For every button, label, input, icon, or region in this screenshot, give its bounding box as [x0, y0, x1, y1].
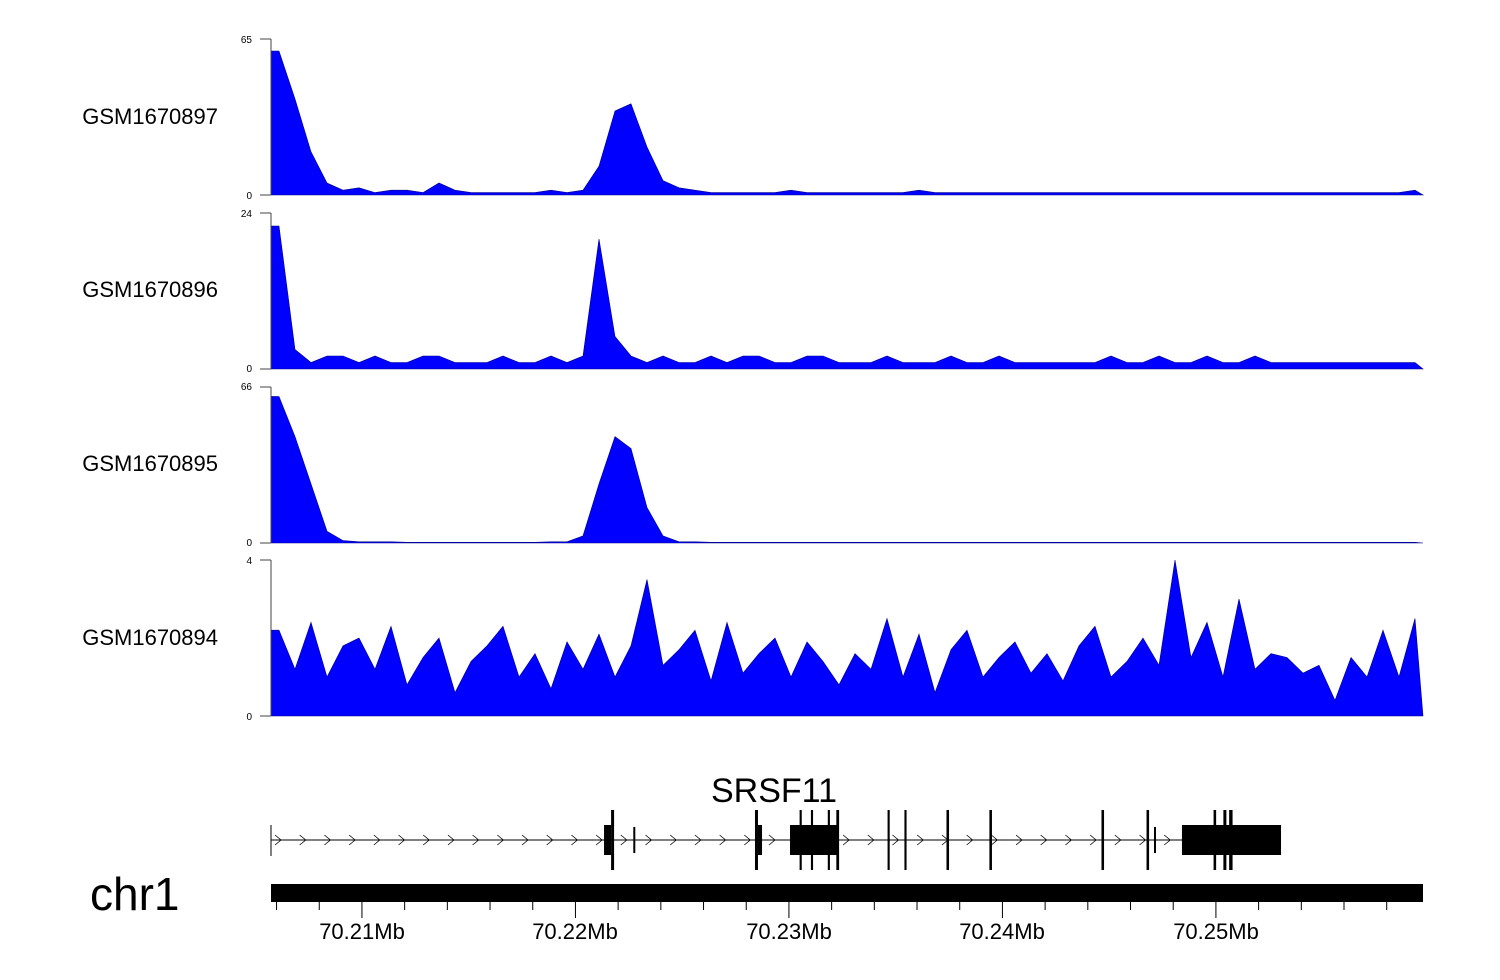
- ymin-label-1: 0: [246, 191, 252, 202]
- exon: [757, 825, 763, 855]
- strand-arrow-icon: [348, 834, 356, 846]
- track-label-4: GSM1670894: [82, 625, 218, 650]
- strand-arrow-icon: [571, 834, 579, 846]
- strand-arrow-icon: [620, 834, 628, 846]
- strand-arrow-icon: [521, 834, 529, 846]
- ymax-label-2: 24: [241, 209, 253, 220]
- signal-area-GSM1670894: [270, 559, 1424, 717]
- strand-arrow-icon: [546, 834, 554, 846]
- exon: [1101, 810, 1105, 870]
- exon: [1229, 810, 1233, 870]
- strand-arrow-icon: [1040, 834, 1048, 846]
- strand-arrow-icon: [842, 834, 850, 846]
- exon: [827, 810, 830, 870]
- exon: [1146, 810, 1150, 870]
- strand-arrow-icon: [645, 834, 653, 846]
- exon: [946, 810, 950, 870]
- ymin-label-2: 0: [246, 364, 252, 375]
- track-label-2: GSM1670896: [82, 277, 218, 302]
- strand-arrow-icon: [669, 834, 677, 846]
- strand-arrow-icon: [472, 834, 480, 846]
- signal-area-GSM1670897: [270, 50, 1425, 196]
- strand-arrow-icon: [274, 834, 282, 846]
- strand-arrow-icon: [1139, 834, 1147, 846]
- axis-label-70.22: 70.22Mb: [532, 919, 618, 944]
- strand-arrow-icon: [916, 834, 924, 846]
- ymax-label-3: 66: [241, 382, 253, 393]
- chromosome-bar: [271, 884, 1423, 902]
- exon: [989, 810, 992, 870]
- strand-arrow-icon: [422, 834, 430, 846]
- gene-name: SRSF11: [711, 772, 837, 810]
- axis-label-70.21: 70.21Mb: [319, 919, 405, 944]
- strand-arrow-icon: [966, 834, 974, 846]
- ymin-label-3: 0: [246, 538, 252, 549]
- gene-model: [270, 810, 1282, 870]
- strand-arrow-icon: [1163, 834, 1171, 846]
- strand-arrow-icon: [398, 834, 406, 846]
- signal-area-GSM1670895: [270, 396, 1424, 544]
- strand-arrow-icon: [991, 834, 998, 846]
- chromosome-label: chr1: [90, 868, 179, 920]
- exon: [611, 810, 615, 870]
- genome-axis: [276, 902, 1388, 918]
- strand-arrow-icon: [497, 834, 504, 846]
- exon: [810, 810, 814, 870]
- exon: [789, 825, 839, 855]
- track-label-1: GSM1670897: [82, 104, 218, 129]
- exon: [1154, 827, 1157, 853]
- exon: [1223, 810, 1227, 870]
- strand-arrow-icon: [595, 834, 603, 846]
- strand-arrow-icon: [694, 834, 702, 846]
- strand-arrow-icon: [719, 834, 727, 846]
- exon: [836, 810, 840, 870]
- exon: [604, 825, 612, 855]
- strand-arrow-icon: [744, 834, 751, 846]
- strand-arrow-icon: [1065, 834, 1073, 846]
- exon: [887, 810, 890, 870]
- ymax-label-4: 4: [246, 556, 252, 567]
- axis-label-70.23: 70.23Mb: [746, 919, 832, 944]
- exon: [1213, 810, 1217, 870]
- strand-arrow-icon: [447, 834, 455, 846]
- strand-arrow-icon: [892, 834, 900, 846]
- exon: [633, 827, 636, 853]
- axis-label-70.24: 70.24Mb: [959, 919, 1045, 944]
- strand-arrow-icon: [373, 834, 381, 846]
- strand-arrow-icon: [1114, 834, 1122, 846]
- strand-arrow-icon: [1015, 834, 1023, 846]
- strand-arrow-icon: [867, 834, 875, 846]
- axis-label-70.25: 70.25Mb: [1173, 919, 1259, 944]
- ymin-label-4: 0: [246, 712, 252, 723]
- exon: [754, 810, 758, 870]
- strand-arrow-icon: [768, 834, 776, 846]
- exon: [904, 810, 907, 870]
- strand-arrow-icon: [324, 834, 332, 846]
- strand-arrow-icon: [1089, 834, 1097, 846]
- track-label-3: GSM1670895: [82, 451, 218, 476]
- strand-arrow-icon: [299, 834, 307, 846]
- exon: [799, 810, 802, 870]
- signal-area-GSM1670896: [270, 225, 1424, 370]
- ymax-label-1: 65: [241, 35, 253, 46]
- data-tracks: [260, 38, 1425, 717]
